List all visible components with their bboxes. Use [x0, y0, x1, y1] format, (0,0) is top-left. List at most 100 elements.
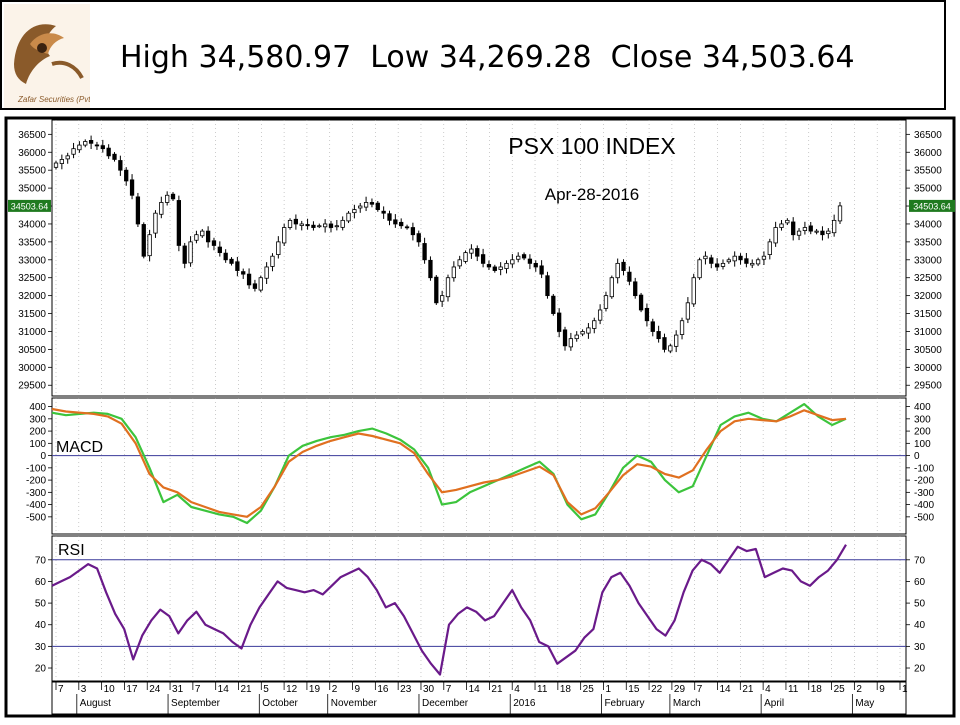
candle — [53, 160, 59, 170]
macd-y-tick-label: 300 — [914, 414, 931, 425]
x-tick-label: 9 — [879, 684, 885, 695]
candle — [463, 250, 468, 264]
x-tick-label: 7 — [195, 684, 201, 695]
candle — [159, 196, 164, 219]
x-tick-label: 3 — [81, 684, 87, 695]
candle — [668, 343, 673, 354]
candle — [293, 214, 299, 230]
x-tick-label: 14 — [218, 684, 230, 695]
x-tick-label: 29 — [674, 684, 686, 695]
rsi-y-tick-label: 60 — [914, 577, 926, 588]
candle — [100, 139, 105, 153]
candle — [691, 273, 696, 307]
price-y-tick-label: 35500 — [18, 166, 46, 177]
candle — [592, 317, 597, 334]
candle — [697, 257, 702, 280]
candle — [434, 275, 439, 305]
macd-y-tick-label: 200 — [29, 427, 46, 438]
candle — [685, 297, 691, 324]
candle — [264, 262, 269, 284]
price-y-tick-label: 35500 — [914, 166, 942, 177]
x-tick-label: 15 — [628, 684, 640, 695]
candle — [498, 262, 503, 276]
candle — [229, 257, 234, 266]
candle — [217, 241, 222, 257]
candle — [562, 326, 568, 351]
candle — [77, 141, 82, 153]
price-y-tick-label: 32000 — [18, 291, 46, 302]
candle — [135, 192, 141, 227]
macd-y-tick-label: 100 — [29, 439, 46, 450]
x-tick-label: 11 — [788, 684, 799, 695]
x-tick-label: 4 — [514, 684, 520, 695]
candle — [211, 237, 217, 251]
candle — [820, 226, 825, 241]
x-tick-label: 5 — [263, 684, 269, 695]
candle — [732, 251, 737, 267]
rsi-y-tick-label: 30 — [914, 642, 926, 653]
rsi-y-tick-label: 50 — [914, 599, 926, 610]
candle — [404, 224, 410, 230]
candle — [246, 268, 252, 289]
x-tick-label: 12 — [286, 684, 298, 695]
macd-y-tick-label: -500 — [26, 512, 46, 523]
candle — [527, 254, 533, 270]
macd-y-tick-label: -200 — [914, 476, 934, 487]
candle — [621, 259, 626, 276]
last-close-badge-right: 34503.64 — [909, 199, 955, 212]
candle — [194, 230, 199, 244]
x-tick-label: 9 — [355, 684, 361, 695]
macd-y-tick-label: 100 — [914, 439, 931, 450]
candle — [545, 271, 550, 299]
price-y-tick-label: 36000 — [914, 148, 942, 159]
price-y-tick-label: 32500 — [18, 273, 46, 284]
x-tick-label: 25 — [583, 684, 595, 695]
price-y-tick-label: 31000 — [18, 327, 46, 338]
x-tick-label: 21 — [240, 684, 252, 695]
candle — [837, 201, 843, 224]
x-tick-label: 19 — [309, 684, 321, 695]
x-month-label: April — [764, 698, 784, 709]
candle — [205, 226, 211, 248]
x-tick-label: 4 — [765, 684, 771, 695]
candle — [586, 323, 591, 339]
svg-text:34503.64: 34503.64 — [11, 201, 49, 211]
candle — [322, 219, 328, 233]
macd-y-tick-label: -400 — [26, 500, 46, 511]
candle — [65, 152, 70, 164]
x-tick-label: 7 — [697, 684, 703, 695]
candle — [802, 221, 808, 235]
candle — [674, 330, 679, 353]
candle — [714, 258, 720, 271]
price-y-tick-label: 31500 — [914, 309, 942, 320]
x-tick-label: 24 — [149, 684, 161, 695]
candle — [638, 292, 644, 313]
candle — [182, 242, 187, 269]
rsi-y-tick-label: 70 — [35, 555, 47, 566]
candle — [580, 329, 585, 337]
price-y-tick-label: 36000 — [18, 148, 46, 159]
candle — [744, 252, 749, 268]
macd-y-tick-label: -100 — [26, 463, 46, 474]
candle — [510, 254, 515, 268]
x-tick-label: 7 — [446, 684, 452, 695]
macd-y-tick-label: 300 — [29, 414, 46, 425]
candle — [539, 260, 544, 279]
candle — [796, 228, 802, 241]
macd-y-tick-label: -300 — [914, 488, 934, 499]
outer-frame — [4, 116, 956, 718]
candle — [393, 214, 398, 228]
price-y-tick-label: 33500 — [18, 237, 46, 248]
macd-y-tick-label: 0 — [40, 451, 46, 462]
price-y-tick-label: 30000 — [914, 363, 942, 374]
macd-y-tick-label: -400 — [914, 500, 934, 511]
price-y-tick-label: 33500 — [914, 237, 942, 248]
candle — [317, 223, 322, 229]
x-month-label: October — [262, 698, 298, 709]
x-tick-label: 22 — [651, 684, 663, 695]
x-month-label: February — [604, 698, 644, 709]
candle — [305, 218, 310, 230]
candle — [422, 237, 427, 264]
header-banner: Zafar Securities (Pvt.) Ltd. High 34,580… — [0, 0, 946, 110]
candle — [241, 268, 246, 279]
